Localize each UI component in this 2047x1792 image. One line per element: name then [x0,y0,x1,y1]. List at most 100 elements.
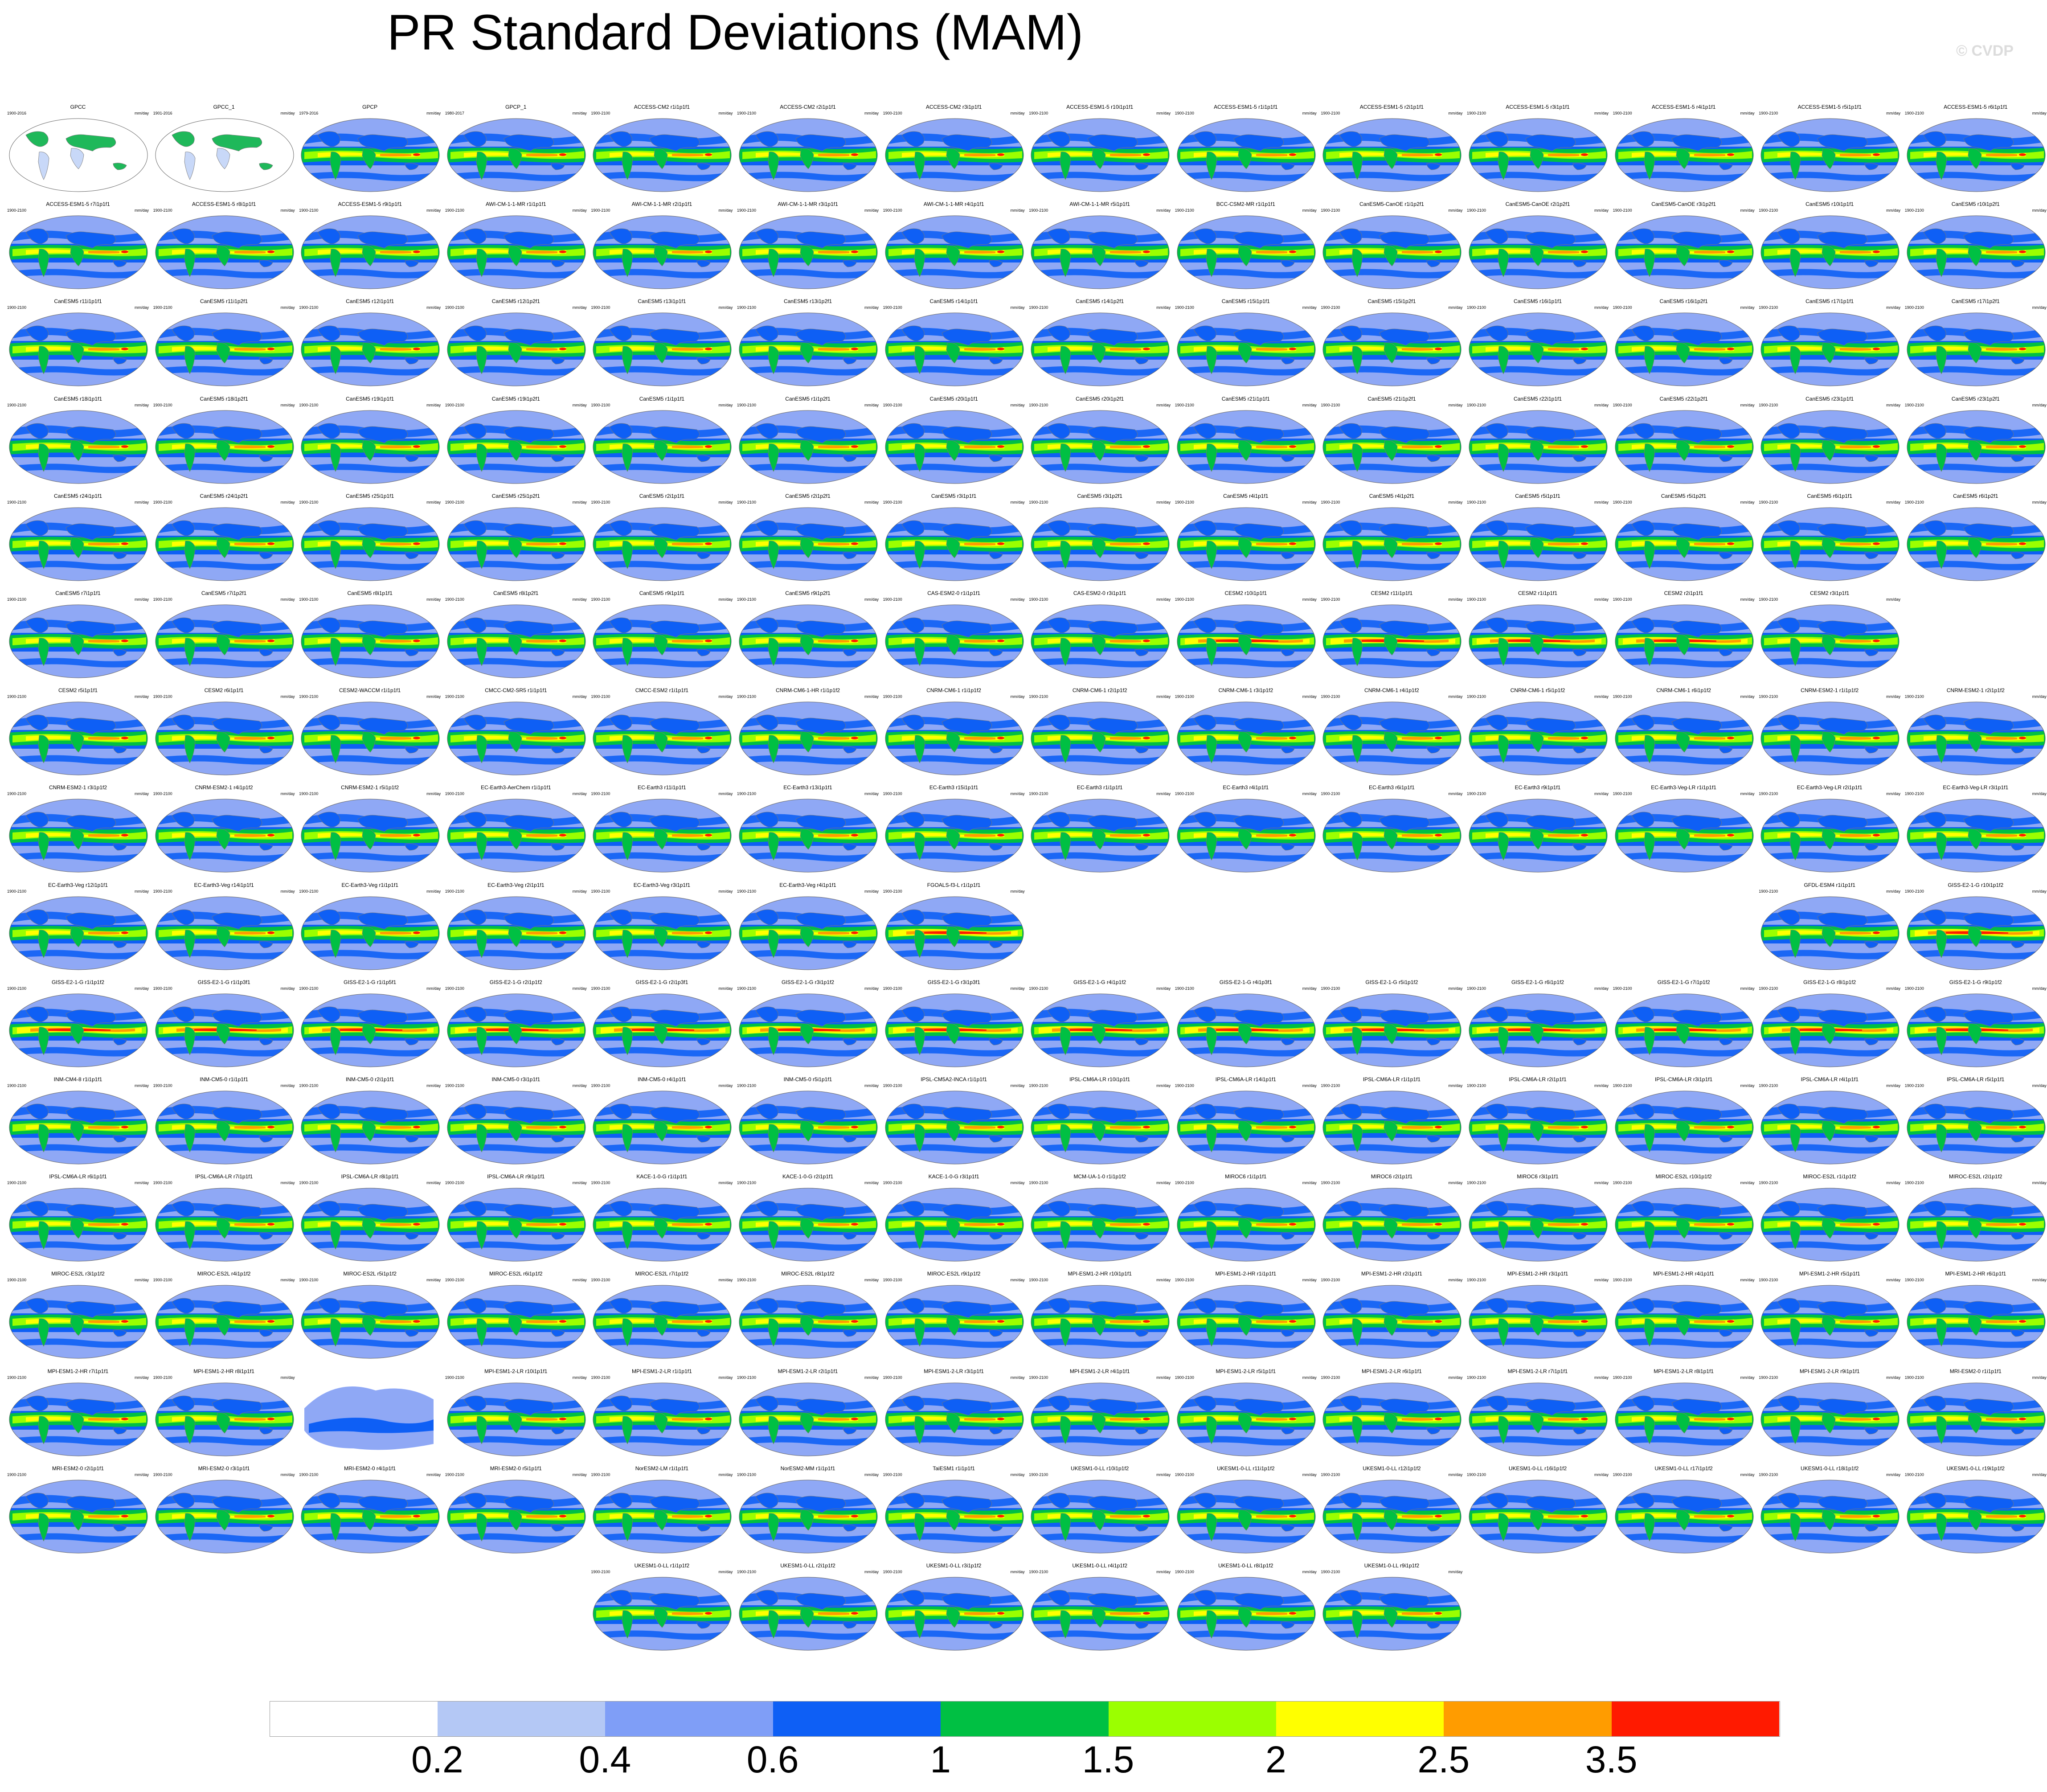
map-panel: CanESM5 r11i1p2f1 1900-2100 mm/day [152,298,296,387]
continent-outline [946,926,960,947]
continent-outline [2010,1427,2025,1434]
continent-outline [1671,1009,1722,1027]
panel-units: mm/day [718,986,733,991]
continent-outline [1238,1315,1252,1336]
continent-outline [1676,1509,1690,1531]
continent-outline [1339,1006,1362,1022]
continent-outline [1193,1493,1216,1509]
panel-dates: 1900-2100 [883,694,902,699]
continent-outline [1384,1509,1398,1531]
world-map [301,410,440,484]
world-map [1177,1382,1316,1456]
continent-outline [654,1023,668,1045]
continent-outline [946,1315,960,1336]
continent-outline [1525,1204,1576,1221]
panel-title: CNRM-CM6-1 r1i1p1f2 [926,687,981,694]
continent-outline [1047,1590,1070,1606]
panel-units: mm/day [1156,791,1171,796]
continent-outline [1351,735,1363,764]
continent-outline [1060,1513,1071,1542]
map-panel: CanESM5 r18i1p2f1 1900-2100 mm/day [152,396,296,485]
world-map [9,1091,148,1165]
continent-outline [696,552,711,559]
panel-title: UKESM1-0-LL r11i1p1f2 [1217,1465,1275,1472]
map-panel: CNRM-CM6-1 r4i1p1f2 1900-2100 mm/day [1320,687,1463,776]
panel-units: mm/day [1886,1375,1901,1380]
world-map [447,215,586,289]
continent-outline [25,1493,49,1509]
map-panel: ACCESS-CM2 r1i1p1f1 1900-2100 mm/day [590,104,733,193]
world-map [1615,118,1754,192]
continent-outline [696,163,711,170]
continent-outline [609,423,632,439]
continent-outline [463,1006,487,1022]
continent-outline [463,228,487,244]
map-panel: EC-Earth3 r1i1p1f1 1900-2100 mm/day [1028,784,1171,873]
continent-outline [1281,843,1295,851]
continent-outline [989,1621,1003,1629]
panel-title: CanESM5 r14i1p2f1 [1076,298,1124,305]
map-border [1907,993,2046,1067]
map-panel-grid: GPCC 1900-2016 mm/day GPCC_1 1901-2016 mm/day… [6,104,2047,1651]
world-map [1469,1382,1608,1456]
continent-outline [901,812,925,828]
map-border [1469,993,1608,1067]
continent-outline [795,1496,846,1513]
continent-outline [212,231,262,249]
continent-outline [184,1513,195,1542]
panel-units: mm/day [1740,1278,1755,1283]
continent-outline [696,1135,711,1143]
map-border [1615,604,1754,678]
continent-outline [1351,443,1363,472]
continent-outline [1485,326,1508,341]
panel-dates: 1900-2100 [1904,1278,1924,1283]
continent-outline [1087,1301,1138,1318]
map-panel: CMCC-ESM2 r1i1p1f1 1900-2100 mm/day [590,687,733,776]
continent-outline [1719,552,1733,559]
map-border [1469,1285,1608,1359]
continent-outline [1134,649,1149,656]
panel-units: mm/day [1886,402,1901,407]
map-panel: ACCESS-ESM1-5 r7i1p1f1 1900-2100 mm/day [6,201,150,290]
continent-outline [1339,812,1362,828]
panel-units: mm/day [572,889,587,894]
panel-title: AWI-CM-1-1-MR r5i1p1f1 [1069,201,1130,208]
map-panel: EC-Earth3 r11i1p1f1 1900-2100 mm/day [590,784,733,873]
continent-outline [800,439,814,461]
continent-outline [1676,1315,1690,1336]
continent-outline [1644,1124,1655,1152]
continent-outline [1426,1621,1441,1629]
continent-outline [66,1398,116,1416]
continent-outline [70,1509,84,1531]
map-border [739,1382,878,1456]
map-panel: CanESM5 r7i1p1f1 1900-2100 mm/day [6,590,150,679]
continent-outline [1281,1232,1295,1240]
continent-outline [755,714,778,730]
continent-outline [1351,1318,1363,1347]
continent-outline [259,260,273,267]
panel-dates: 1900-2100 [591,208,610,213]
map-panel: CanESM5 r20i1p1f1 1900-2100 mm/day [882,396,1026,485]
panel-dates: 1900-2100 [299,1278,319,1283]
map-panel: ACCESS-ESM1-5 r5i1p1f1 1900-2100 mm/day [1758,104,1901,193]
continent-outline [184,929,195,958]
continent-outline [1092,1218,1106,1239]
continent-outline [1822,537,1836,558]
continent-outline [1789,832,1801,861]
world-map [1177,1285,1316,1359]
continent-outline [330,152,341,180]
continent-outline [649,1204,700,1221]
map-border [155,1285,294,1359]
panel-title: INM-CM5-0 r5i1p1f1 [783,1076,832,1083]
continent-outline [1923,714,1946,730]
continent-outline [259,454,273,462]
continent-outline [508,1509,522,1531]
map-border [1760,507,1900,581]
continent-outline [1238,1218,1252,1239]
panel-units: mm/day [572,1181,587,1185]
continent-outline [2010,454,2025,462]
world-map [885,215,1024,289]
world-map [9,993,148,1067]
continent-outline [649,1301,700,1318]
map-panel: EC-Earth3-Veg r2i1p1f1 1900-2100 mm/day [444,882,588,971]
